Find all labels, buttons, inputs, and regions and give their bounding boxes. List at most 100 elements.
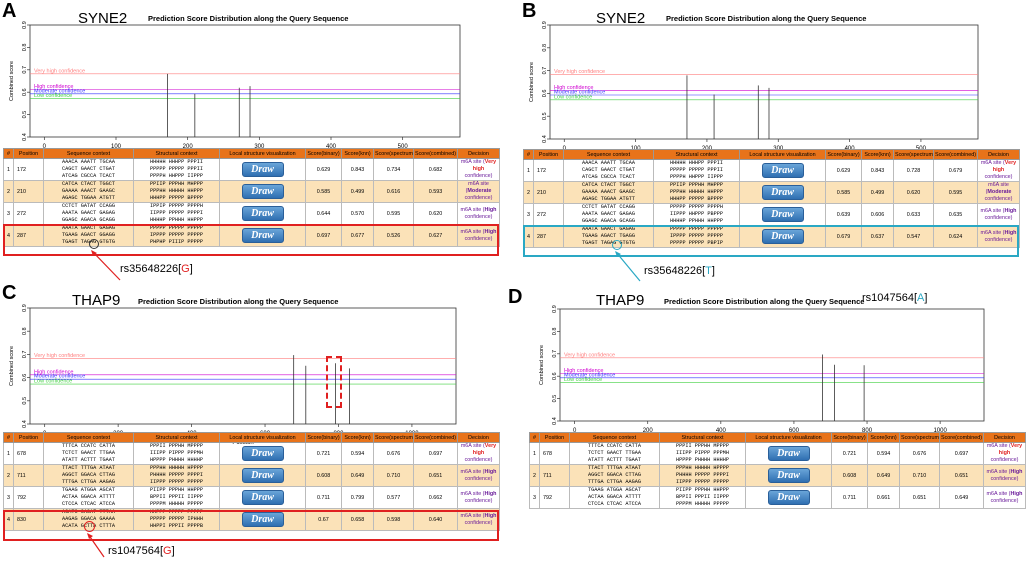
column-header: Position xyxy=(13,432,44,443)
draw-button[interactable]: Draw xyxy=(761,229,804,244)
row-index: 2 xyxy=(529,464,540,487)
snp-highlight-box xyxy=(3,224,499,256)
snp-id: rs1047564[ xyxy=(108,545,164,557)
snp-id: rs1047564[ xyxy=(862,292,918,304)
sequence-context: TTACT TTTGA ATAAT AGGCT GGACA CTTAG TTTG… xyxy=(43,464,134,487)
decision-level: Very high xyxy=(998,443,1023,457)
row-index: 3 xyxy=(3,486,14,509)
structure-visualization-cell: Draw xyxy=(219,442,306,465)
draw-button[interactable]: Draw xyxy=(241,512,284,527)
draw-button[interactable]: Draw xyxy=(241,162,284,177)
structural-context: PIIPP PPPHH HHPPP BPPII PPPII IIPPP PPPP… xyxy=(659,486,746,509)
score-combined: 0.635 xyxy=(933,203,978,226)
decision-prefix: m6A site ( xyxy=(980,207,1005,214)
score-spectrum: 0.526 xyxy=(373,224,414,247)
draw-button[interactable]: Draw xyxy=(241,228,284,243)
draw-button[interactable]: Draw xyxy=(761,185,804,200)
site-position: 792 xyxy=(13,486,44,509)
score-binary: 0.608 xyxy=(831,464,868,487)
column-header: Sequence context xyxy=(563,149,654,160)
draw-button[interactable]: Draw xyxy=(241,490,284,505)
site-position: 792 xyxy=(539,486,570,509)
table-row: 2 210 CATCA CTACT TGGCT GAAAA AAACT GAAGC … xyxy=(523,181,1020,204)
score-spectrum: 0.728 xyxy=(893,159,934,182)
score-spectrum: 0.595 xyxy=(373,202,414,225)
draw-button[interactable]: Draw xyxy=(241,206,284,221)
decision: m6A site (High confidence) xyxy=(977,203,1020,226)
snp-arrow xyxy=(615,251,641,282)
column-header: Score(spectrum) xyxy=(373,148,414,159)
y-axis-label: Combined score xyxy=(9,61,15,101)
y-tick-label: 0.4 xyxy=(22,133,28,141)
table-header-row: # Position Sequence context Structural cont… xyxy=(3,432,500,443)
structure-visualization-cell: Draw xyxy=(745,464,832,487)
column-header: Structural context xyxy=(659,432,746,443)
gene-name: SYNE2 xyxy=(596,10,646,27)
decision-suffix: confidence) xyxy=(464,497,493,504)
score-combined: 0.649 xyxy=(939,486,984,509)
decision-suffix: confidence) xyxy=(464,475,493,482)
threshold-label: Moderate confidence xyxy=(34,374,85,380)
table-row: 4 287 AAATA GAACT GAGAG TGAAG AGACT TGAGG … xyxy=(523,225,1020,248)
structural-context: IPPIP PPPPP PPPPH IIPPP PPPPP PPPPI HHHH… xyxy=(133,202,220,225)
decision-level: Moderate xyxy=(987,189,1012,195)
score-combined: 0.697 xyxy=(939,442,984,465)
score-knn: 0.570 xyxy=(341,202,374,225)
draw-button[interactable]: Draw xyxy=(241,184,284,199)
draw-button[interactable]: Draw xyxy=(241,468,284,483)
x-tick-label: 400 xyxy=(326,144,337,150)
snp-bracket: ] xyxy=(189,263,193,275)
plot-title: Prediction Score Distribution along the … xyxy=(666,14,867,23)
draw-button[interactable]: Draw xyxy=(761,163,804,178)
decision-level: Very high xyxy=(472,443,497,457)
structure-visualization-cell: Draw xyxy=(219,486,306,509)
score-chart: 0.40.50.60.70.80.902004006008001000Posit… xyxy=(9,304,457,446)
panel-label: B xyxy=(522,0,537,22)
column-header: # xyxy=(3,148,14,159)
decision-level: Moderate xyxy=(467,188,492,194)
snp-bracket: ] xyxy=(711,265,715,277)
table-row: 2 711 TTACT TTTGA ATAAT AGGCT GGACA CTTAG … xyxy=(3,464,500,487)
row-index: 1 xyxy=(3,158,14,181)
new-site-dashed-box xyxy=(326,356,342,408)
decision: m6A site (High confidence) xyxy=(457,508,500,531)
decision-suffix: confidence) xyxy=(990,497,1019,504)
score-combined: 0.662 xyxy=(413,486,458,509)
snp-bracket: ] xyxy=(924,292,928,304)
decision-level: High xyxy=(484,206,497,213)
draw-button[interactable]: Draw xyxy=(767,468,810,483)
draw-button[interactable]: Draw xyxy=(767,490,810,505)
y-tick-label: 0.6 xyxy=(22,88,28,96)
x-tick-label: 200 xyxy=(183,144,194,150)
structural-context: PPIIP PPPHH MHPPP PPPHH HHHHH HHPPP HHHP… xyxy=(653,181,740,204)
sequence-context: TGAAG ATGGA AGCAT ACTAA GGACA ATTTT CTCC… xyxy=(43,486,134,509)
x-tick-label: 200 xyxy=(643,428,654,434)
decision-suffix: confidence) xyxy=(464,173,493,179)
sequence-context: CATCA CTACT TGGCT GAAAA AAACT GAAGC AGAG… xyxy=(563,181,654,204)
structural-context: HHPPP PPPPP PPPPP PPPPP PPPPP IPHHH HHPP… xyxy=(133,508,220,531)
decision-suffix: confidence) xyxy=(984,174,1013,180)
decision: m6A site (High confidence) xyxy=(457,464,500,487)
score-combined: 0.697 xyxy=(413,442,458,465)
column-header: Decision xyxy=(983,432,1026,443)
decision: m6A site (High confidence) xyxy=(977,225,1020,248)
column-header: Structural context xyxy=(133,432,220,443)
draw-button[interactable]: Draw xyxy=(241,446,284,461)
column-header: Score(binary) xyxy=(305,148,342,159)
score-binary: 0.711 xyxy=(831,486,868,509)
panel-label: D xyxy=(508,286,523,308)
draw-button[interactable]: Draw xyxy=(761,207,804,222)
snp-id: rs35648226[ xyxy=(644,265,706,277)
x-tick-label: 800 xyxy=(862,428,873,434)
site-position: 172 xyxy=(533,159,564,182)
threshold-label: Moderate confidence xyxy=(554,89,605,95)
y-tick-label: 0.9 xyxy=(552,305,558,313)
y-axis-label: Combined score xyxy=(529,62,535,102)
y-tick-label: 0.6 xyxy=(22,374,28,382)
draw-button[interactable]: Draw xyxy=(767,446,810,461)
threshold-label: Very high confidence xyxy=(34,353,85,359)
threshold-label: High confidence xyxy=(564,368,603,374)
column-header: Decision xyxy=(977,149,1020,160)
decision-suffix: confidence) xyxy=(464,213,493,220)
site-position: 711 xyxy=(13,464,44,487)
